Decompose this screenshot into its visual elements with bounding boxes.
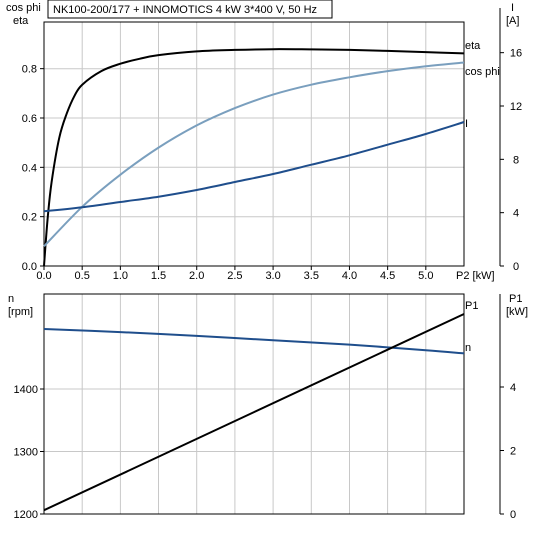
y-left-tick-label: 0.4 bbox=[22, 162, 37, 174]
x-tick-label: 1.5 bbox=[151, 270, 166, 282]
x-tick-label: 2.0 bbox=[189, 270, 204, 282]
x-tick-label: 2.5 bbox=[227, 270, 242, 282]
x-tick-label: 4.5 bbox=[380, 270, 395, 282]
series-label-cos-phi: cos phi bbox=[465, 66, 500, 78]
x-axis-label: P2 [kW] bbox=[456, 270, 495, 282]
x-tick-label: 4.0 bbox=[342, 270, 357, 282]
series-line-p1 bbox=[43, 313, 465, 512]
y-right-tick-label: 4 bbox=[513, 208, 519, 220]
p1-tick-label: 2 bbox=[510, 446, 516, 458]
x-tick-label: 3.5 bbox=[304, 270, 319, 282]
y-left-tick-label: 0.2 bbox=[22, 212, 37, 224]
series-line-n bbox=[43, 328, 465, 355]
title-box bbox=[47, 0, 333, 19]
top-right-axis-label-1: I bbox=[511, 2, 514, 14]
series-label-n: n bbox=[465, 342, 471, 354]
y-right-tick-label: 16 bbox=[510, 48, 522, 60]
y-right-tick-label: 12 bbox=[510, 101, 522, 113]
bottom-right-axis-label-2: [kW] bbox=[506, 306, 528, 318]
tick-labels: 0.0 0.5 1.0 1.5 2.0 2.5 3.0 3.5 4.0 4.5 5.0 P2 [kW]… bbox=[14, 48, 523, 521]
series-label-i: I bbox=[465, 118, 468, 130]
bottom-grid bbox=[44, 294, 464, 514]
series-line-eta bbox=[43, 48, 465, 267]
top-plot-frame bbox=[43, 21, 465, 267]
x-tick-label: 1.0 bbox=[113, 270, 128, 282]
series-line-i bbox=[43, 121, 465, 213]
top-left-axis-label-2: eta bbox=[13, 15, 29, 27]
top-right-axis-label-2: [A] bbox=[506, 15, 519, 27]
x-tick-label: 0.5 bbox=[75, 270, 90, 282]
series-line-cos-phi bbox=[43, 61, 465, 247]
series-label-p1: P1 bbox=[465, 300, 478, 312]
y-left-tick-label: 0.0 bbox=[22, 261, 37, 273]
p1-tick-label: 0 bbox=[510, 509, 516, 521]
bottom-left-axis-label-1: n bbox=[8, 293, 14, 305]
y-left-tick-label: 0.8 bbox=[22, 64, 37, 76]
y-left-tick-label: 0.6 bbox=[22, 113, 37, 125]
y-right-tick-label: 8 bbox=[513, 154, 519, 166]
chart-title: NK100-200/177 + INNOMOTICS 4 kW 3*400 V,… bbox=[53, 4, 317, 16]
bottom-left-axis-label-2: [rpm] bbox=[8, 306, 33, 318]
x-tick-label: 5.0 bbox=[418, 270, 433, 282]
top-grid bbox=[44, 22, 464, 266]
y-right-tick-label: 0 bbox=[513, 261, 519, 273]
series-label-eta: eta bbox=[465, 40, 481, 52]
p1-tick-label: 4 bbox=[510, 382, 516, 394]
bottom-plot-frame bbox=[43, 293, 465, 515]
bottom-right-axis-label-1: P1 bbox=[509, 293, 522, 305]
n-tick-label: 1200 bbox=[14, 509, 38, 521]
n-tick-label: 1400 bbox=[14, 384, 38, 396]
series-lines bbox=[43, 48, 465, 512]
n-tick-label: 1300 bbox=[14, 447, 38, 459]
x-tick-label: 3.0 bbox=[265, 270, 280, 282]
top-left-axis-label-1: cos phi bbox=[6, 2, 41, 14]
x-tick-label: 0.0 bbox=[36, 270, 51, 282]
